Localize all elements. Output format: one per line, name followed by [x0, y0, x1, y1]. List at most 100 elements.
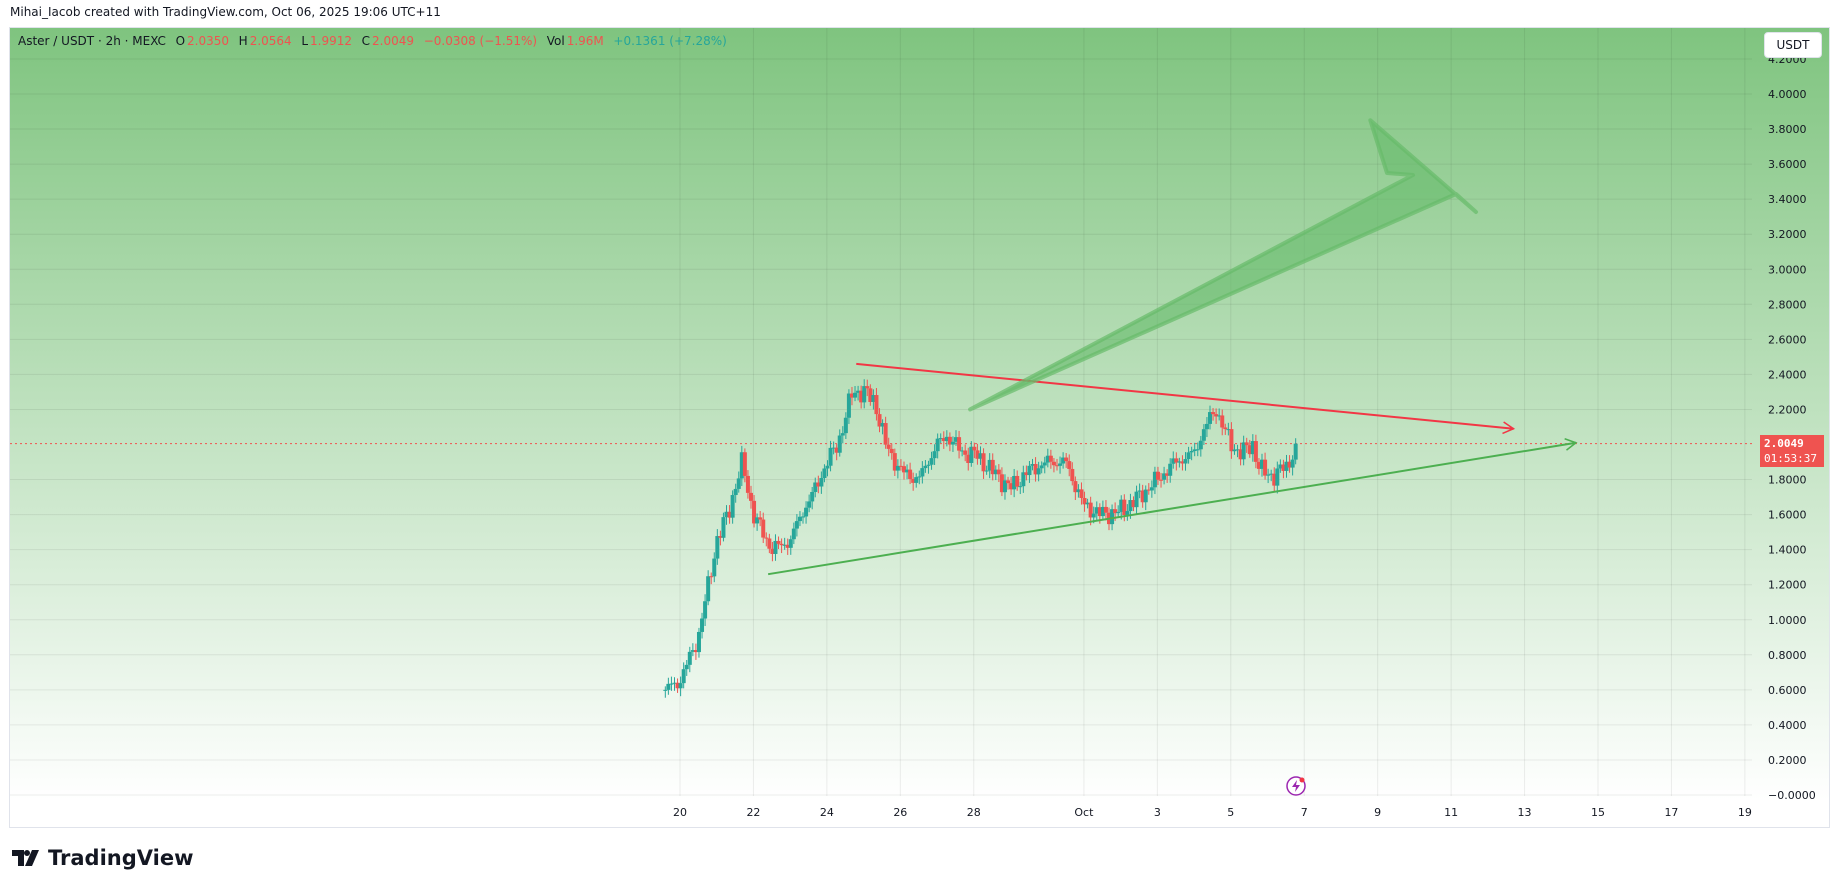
candle-body: [1113, 509, 1118, 514]
candle-body: [1012, 475, 1017, 490]
candle-body: [755, 517, 760, 524]
drawings[interactable]: [767, 118, 1578, 576]
candle: [999, 467, 1004, 497]
candle-body: [816, 482, 821, 487]
candle: [1009, 477, 1014, 495]
candle: [1125, 504, 1130, 521]
candle: [727, 505, 732, 524]
grid: [10, 28, 1752, 796]
candle-body: [788, 539, 793, 548]
candle-body: [767, 538, 772, 549]
close-label: C: [361, 34, 371, 48]
candle-body: [993, 469, 998, 475]
resistance-trendline[interactable]: [856, 362, 1514, 430]
candle: [1061, 452, 1066, 469]
date-tick-label: 11: [1444, 806, 1458, 819]
candle-body: [1015, 475, 1020, 487]
lightning-icon[interactable]: [1286, 776, 1306, 796]
candle-body: [957, 437, 962, 451]
candle-body: [1134, 491, 1139, 508]
tradingview-logo[interactable]: TradingView: [12, 846, 193, 870]
time-axis[interactable]: 20 22 24 26 28 Oct 3 5 7 9 11 13 15 17 19: [673, 806, 1752, 819]
candle: [1039, 461, 1044, 474]
candle-body: [862, 386, 867, 403]
candle-body: [1171, 458, 1176, 464]
candle-body: [920, 468, 925, 477]
candle-body: [874, 395, 879, 415]
price-tick-label: 0.4000: [1768, 719, 1807, 732]
candle: [1002, 474, 1007, 500]
candle-body: [1290, 459, 1295, 468]
candle: [678, 676, 683, 697]
candle-body: [914, 477, 919, 483]
candle-body: [837, 435, 842, 453]
close-value: 2.0049: [372, 34, 415, 48]
candle-body: [1021, 472, 1026, 487]
candle-body: [1125, 511, 1130, 515]
candle-body: [834, 447, 839, 453]
candle-body: [813, 482, 818, 493]
candle-body: [975, 450, 980, 459]
candle-body: [758, 517, 763, 520]
price-tick-label: 3.0000: [1768, 263, 1807, 276]
candle: [834, 444, 839, 461]
candle: [1195, 442, 1200, 457]
candle-body: [868, 388, 873, 402]
candle-body: [917, 476, 922, 478]
candle-body: [999, 474, 1004, 493]
candle: [901, 461, 906, 480]
candle-body: [932, 451, 937, 459]
candle-body: [745, 475, 750, 493]
candle-body: [929, 458, 934, 465]
candle-body: [1244, 442, 1249, 446]
candle-body: [810, 492, 815, 502]
candle: [1260, 453, 1265, 477]
candle: [801, 512, 806, 524]
candle-body: [1039, 465, 1044, 469]
candle-body: [1070, 468, 1075, 482]
candle-body: [736, 478, 741, 489]
candle: [1256, 458, 1261, 475]
candle-body: [703, 601, 708, 619]
candle-body: [1088, 502, 1093, 518]
candle: [666, 677, 671, 695]
candle-body: [672, 682, 677, 684]
date-tick-label: 13: [1518, 806, 1532, 819]
candle: [1287, 455, 1292, 473]
candle: [782, 537, 787, 550]
attribution-text: Mihai_Iacob created with TradingView.com…: [10, 5, 441, 19]
symbol-label[interactable]: Aster / USDT · 2h · MEXC: [18, 34, 166, 48]
symbol-legend[interactable]: Aster / USDT · 2h · MEXC O 2.0350 H 2.0564…: [18, 34, 729, 48]
candle: [1214, 408, 1219, 424]
candle-body: [963, 450, 968, 455]
candle: [1134, 485, 1139, 515]
candle: [1241, 435, 1246, 466]
candle-body: [1180, 461, 1185, 464]
currency-button[interactable]: USDT: [1764, 32, 1822, 58]
support-trendline[interactable]: [767, 441, 1577, 576]
candle: [960, 446, 965, 457]
candle: [752, 495, 757, 528]
tradingview-logo-icon: [12, 850, 39, 866]
candle-body: [947, 436, 952, 445]
candle: [1220, 409, 1225, 436]
candle-body: [1002, 480, 1007, 493]
candle: [1278, 459, 1283, 473]
candle: [1244, 437, 1249, 453]
candle-body: [966, 454, 971, 463]
candle-body: [1207, 412, 1212, 424]
candle-body: [730, 495, 735, 518]
bar-countdown: 01:53:37: [1764, 452, 1817, 465]
candle: [804, 501, 809, 524]
candle-body: [666, 683, 671, 690]
candle-body: [752, 500, 757, 524]
breakout-arrow[interactable]: [968, 118, 1478, 412]
candle: [1082, 491, 1087, 512]
candle: [764, 532, 769, 547]
candle-body: [1094, 507, 1099, 514]
candle-body: [693, 650, 698, 653]
candle: [911, 472, 916, 491]
candle: [1045, 448, 1050, 468]
candle-body: [663, 689, 668, 691]
